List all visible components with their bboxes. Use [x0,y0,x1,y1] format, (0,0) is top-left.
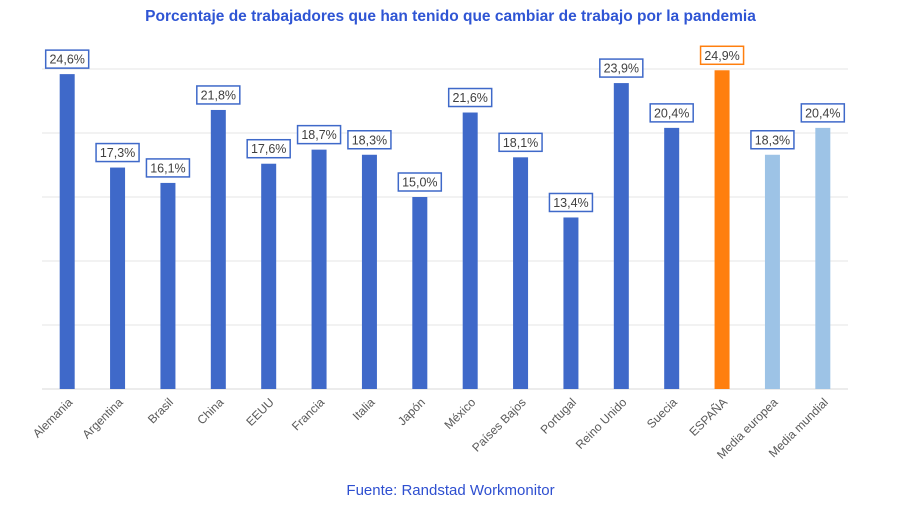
bar [815,127,831,389]
data-label-box [145,158,191,178]
data-label-box [548,192,594,213]
x-tick-label: Japón [395,395,428,428]
chart-source: Fuente: Randstad Workmonitor [346,482,555,499]
data-label: 20,4% [805,106,840,120]
bar [59,74,75,390]
data-label: 15,0% [402,176,437,190]
data-label: 24,9% [704,49,739,63]
x-tick-label: Francia [289,395,327,433]
bar [210,109,226,390]
chart-title: Porcentaje de trabajadores que han tenid… [145,8,756,25]
data-label: 21,6% [452,91,487,105]
data-label-box [296,124,342,145]
x-tick-label: Suecia [644,395,680,431]
data-label: 24,6% [49,53,84,67]
x-tick-label: México [442,395,479,432]
bar [664,127,680,389]
x-tick-label: Alemania [30,395,76,441]
data-label: 18,1% [503,136,538,150]
x-tick-label: Portugal [538,395,580,437]
bar [563,217,579,389]
data-label-box [599,58,644,78]
data-label-box [95,142,140,163]
x-tick-label: China [194,395,226,427]
x-tick-label: EEUU [243,395,276,428]
data-label: 21,8% [201,88,236,102]
x-tick-label: Reino Unido [573,395,630,452]
data-label: 17,6% [251,142,286,156]
x-tick-label: Argentina [79,395,125,441]
x-tick-label: ESPAÑA [686,395,730,439]
bar [764,154,780,389]
bar [714,70,730,389]
data-label-box [498,132,543,153]
bar [311,149,327,389]
data-label: 23,9% [604,62,639,76]
x-tick-label: Brasil [145,395,176,426]
bar [110,167,126,389]
bar [462,112,478,390]
data-label-box [750,130,795,150]
data-label: 18,3% [755,133,790,147]
data-label-box [447,87,493,108]
bar [613,83,629,389]
data-label: 13,4% [553,196,588,210]
data-label: 17,3% [100,146,135,160]
data-label-box [196,85,241,105]
data-label-box [246,138,291,159]
data-label-box [800,103,846,123]
bar [361,154,377,389]
bar [261,163,277,389]
bar-chart: 24,6% Alemania 17,3% Argentina 16,1% Brasil 21… [30,45,848,462]
data-label-box [649,103,694,123]
data-label: 18,7% [301,128,336,142]
data-label: 16,1% [150,161,185,175]
x-tick-label: Países Bajos [469,395,528,454]
bar [412,197,428,389]
data-label-box [397,172,443,192]
data-label: 18,3% [352,133,387,147]
data-label: 20,4% [654,106,689,120]
data-label-box [347,130,392,150]
bar [513,157,529,389]
x-tick-label: Italia [350,395,378,423]
data-label-box [699,45,745,66]
bar [160,182,176,389]
data-label-box [44,49,90,69]
